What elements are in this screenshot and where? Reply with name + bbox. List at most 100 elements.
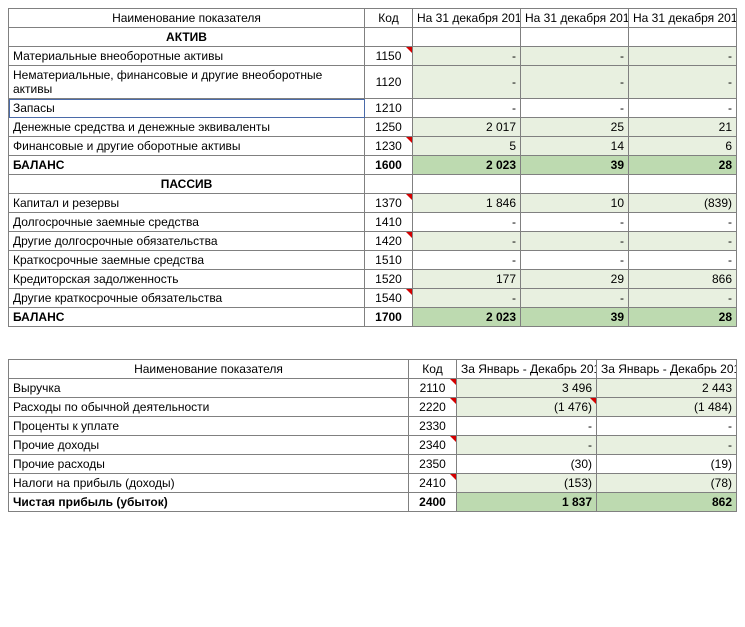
row-value: - [629,99,737,118]
row-code: 1700 [365,308,413,327]
row-name: Финансовые и другие оборотные активы [9,137,365,156]
row-code: 1150 [365,47,413,66]
section-assets: АКТИВ [9,28,737,47]
table-row: Материальные внеоборотные активы1150--- [9,47,737,66]
row-value: 1 837 [457,493,597,512]
row-value: - [413,232,521,251]
row-code: 1510 [365,251,413,270]
table-row: Проценты к уплате2330-- [9,417,737,436]
table-row: Долгосрочные заемные средства1410--- [9,213,737,232]
row-code: 1230 [365,137,413,156]
row-name: Нематериальные, финансовые и другие внео… [9,66,365,99]
row-name: Материальные внеоборотные активы [9,47,365,66]
row-code: 1600 [365,156,413,175]
row-value: (1 484) [597,398,737,417]
row-value: 2 023 [413,308,521,327]
table-row: Финансовые и другие оборотные активы1230… [9,137,737,156]
col-name: Наименование показателя [9,9,365,28]
row-value: - [629,47,737,66]
row-name: Выручка [9,379,409,398]
row-name: Проценты к уплате [9,417,409,436]
row-value: 25 [521,118,629,137]
table-row: Другие долгосрочные обязательства1420--- [9,232,737,251]
row-value: - [521,66,629,99]
row-name: Другие краткосрочные обязательства [9,289,365,308]
col-2016: За Январь - Декабрь 2016 г. [597,360,737,379]
row-code: 2340 [409,436,457,455]
table-row: Другие краткосрочные обязательства1540 --… [9,289,737,308]
row-value: 6 [629,137,737,156]
row-value: 177 [413,270,521,289]
row-code: 1420 [365,232,413,251]
table-row: Прочие расходы2350(30)(19) [9,455,737,474]
table-row: Выручка21103 4962 443 [9,379,737,398]
row-code: 2330 [409,417,457,436]
section-title-liab: ПАССИВ [9,175,365,194]
row-name: Капитал и резервы [9,194,365,213]
table-row: Кредиторская задолженность152017729866 [9,270,737,289]
row-value: - [629,289,737,308]
row-code: 1540 [365,289,413,308]
row-value: - [413,213,521,232]
row-value: (30) [457,455,597,474]
row-value: 2 017 [413,118,521,137]
table-row: Чистая прибыль (убыток)24001 837862 [9,493,737,512]
row-name: Кредиторская задолженность [9,270,365,289]
row-value: 28 [629,156,737,175]
row-value: (839) [629,194,737,213]
row-value: 39 [521,308,629,327]
row-value: 2 023 [413,156,521,175]
row-value: - [457,417,597,436]
table-row: Денежные средства и денежные эквиваленты… [9,118,737,137]
col-2017: На 31 декабря 2017 г. [413,9,521,28]
row-value: 866 [629,270,737,289]
section-liab: ПАССИВ [9,175,737,194]
balance-header-row: Наименование показателя Код На 31 декабр… [9,9,737,28]
row-name: Чистая прибыль (убыток) [9,493,409,512]
table-row: БАЛАНС17002 0233928 [9,308,737,327]
row-code: 2410 [409,474,457,493]
row-value: 1 846 [413,194,521,213]
row-code: 2400 [409,493,457,512]
row-value: 21 [629,118,737,137]
row-code: 2350 [409,455,457,474]
row-value: (153) [457,474,597,493]
col-2015: На 31 декабря 2015 г. [629,9,737,28]
row-code: 1210 [365,99,413,118]
row-code: 2220 [409,398,457,417]
row-value: (78) [597,474,737,493]
row-value: 3 496 [457,379,597,398]
col-2017: За Январь - Декабрь 2017 г. [457,360,597,379]
row-value: 28 [629,308,737,327]
table-row: БАЛАНС16002 0233928 [9,156,737,175]
row-value: - [457,436,597,455]
income-table: Наименование показателя Код За Январь - … [8,359,737,512]
row-name: Долгосрочные заемные средства [9,213,365,232]
balance-table: Наименование показателя Код На 31 декабр… [8,8,737,327]
row-name: Прочие доходы [9,436,409,455]
row-name: Расходы по обычной деятельности [9,398,409,417]
row-value: 5 [413,137,521,156]
row-name: Прочие расходы [9,455,409,474]
row-name: Налоги на прибыль (доходы) [9,474,409,493]
row-value: (19) [597,455,737,474]
row-value: - [521,289,629,308]
table-row: Нематериальные, финансовые и другие внео… [9,66,737,99]
row-value: - [521,213,629,232]
table-row: Запасы1210--- [9,99,737,118]
row-code: 1410 [365,213,413,232]
row-code: 2110 [409,379,457,398]
row-value: 10 [521,194,629,213]
row-value: - [597,417,737,436]
row-value: 39 [521,156,629,175]
row-name: Запасы [9,99,365,118]
row-value: 29 [521,270,629,289]
row-value: - [413,47,521,66]
table-row: Прочие доходы2340-- [9,436,737,455]
row-value: - [413,99,521,118]
row-code: 1520 [365,270,413,289]
col-name: Наименование показателя [9,360,409,379]
row-code: 1250 [365,118,413,137]
col-code: Код [409,360,457,379]
income-header-row: Наименование показателя Код За Январь - … [9,360,737,379]
